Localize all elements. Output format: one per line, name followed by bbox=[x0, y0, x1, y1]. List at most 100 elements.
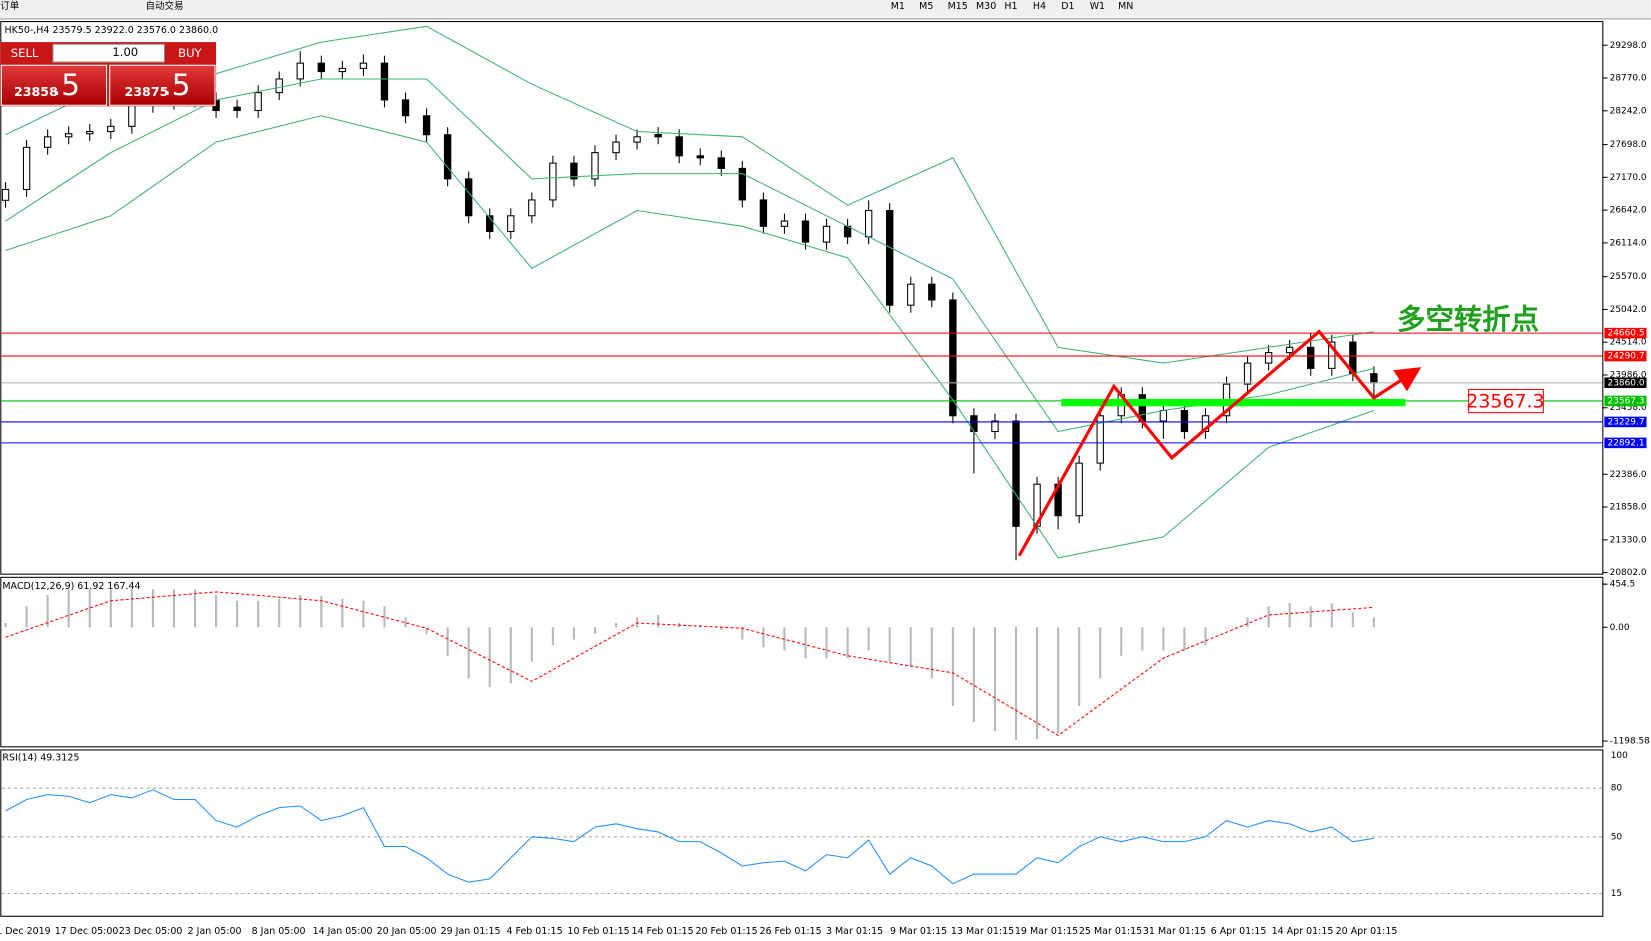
candle-body bbox=[612, 141, 620, 154]
candle-body bbox=[549, 162, 557, 201]
candle-body bbox=[1201, 415, 1210, 433]
lot-input[interactable] bbox=[52, 43, 166, 63]
y-tick-label: 100 bbox=[1611, 751, 1628, 761]
price-level-tag bbox=[1604, 416, 1647, 428]
candle-body bbox=[864, 209, 873, 238]
macd-bar bbox=[1351, 612, 1354, 628]
x-tick-label: 13 Mar 01:15 bbox=[951, 926, 1014, 937]
bollinger-upper bbox=[5, 25, 1374, 364]
x-tick-label: 3 Mar 01:15 bbox=[826, 926, 883, 937]
macd-bar bbox=[46, 595, 49, 628]
price-level-label: 24660.5 bbox=[1608, 329, 1645, 339]
candle-body bbox=[1328, 341, 1336, 369]
candle-body bbox=[1096, 415, 1104, 464]
macd-bar bbox=[867, 627, 870, 651]
x-tick-label: 20 Apr 01:15 bbox=[1336, 926, 1398, 937]
x-tick-label: 8 Jan 05:00 bbox=[252, 926, 306, 937]
macd-bar bbox=[299, 595, 302, 628]
timeframe[interactable]: M1 bbox=[891, 1, 905, 12]
bid-fraction[interactable]: .5 bbox=[52, 68, 80, 102]
buy-button[interactable]: BUY bbox=[178, 46, 202, 60]
macd-bar bbox=[930, 627, 933, 679]
annotation: 多空转折点 bbox=[1397, 303, 1539, 336]
macd-bar bbox=[1246, 617, 1249, 628]
macd-bar bbox=[25, 606, 28, 628]
bid-price[interactable]: 23858 bbox=[14, 84, 58, 99]
macd-bar bbox=[109, 589, 112, 628]
candle-body bbox=[1264, 352, 1273, 364]
sell-button[interactable]: SELL bbox=[11, 46, 39, 60]
chart-header: HK50-,H4 23579.5 23922.0 23576.0 23860.0 bbox=[4, 25, 218, 36]
timeframe[interactable]: MN bbox=[1118, 1, 1133, 12]
timeframe[interactable]: M5 bbox=[919, 1, 933, 12]
y-tick-label: 27698.0 bbox=[1610, 140, 1647, 150]
macd-bar bbox=[362, 600, 365, 628]
candle-body bbox=[570, 162, 578, 180]
bid-box[interactable] bbox=[0, 64, 108, 106]
macd-panel bbox=[0, 576, 1604, 748]
x-tick-label: 6 Apr 01:15 bbox=[1211, 926, 1267, 937]
price-level-tag bbox=[1604, 327, 1647, 339]
candle-body bbox=[907, 283, 915, 306]
macd-bar bbox=[1057, 627, 1060, 734]
x-tick-label: 26 Feb 01:15 bbox=[759, 926, 821, 937]
timeframe[interactable]: H1 bbox=[1004, 1, 1017, 12]
macd-bar bbox=[1330, 603, 1333, 628]
macd-bar bbox=[888, 627, 891, 662]
macd-bar bbox=[762, 627, 765, 648]
candle-body bbox=[443, 134, 452, 180]
ask-fraction[interactable]: .5 bbox=[162, 68, 190, 102]
macd-bar bbox=[425, 627, 428, 634]
macd-bar bbox=[909, 627, 912, 668]
macd-bar bbox=[572, 627, 575, 640]
timeframe[interactable]: M15 bbox=[948, 1, 968, 12]
y-tick-label: 22386.0 bbox=[1610, 470, 1647, 480]
candle-body bbox=[949, 299, 957, 417]
macd-bar bbox=[257, 600, 260, 628]
trend-arrows bbox=[1017, 329, 1422, 557]
lot-value[interactable]: 1.00 bbox=[112, 45, 138, 59]
timeframe[interactable]: M30 bbox=[976, 1, 996, 12]
toolbar bbox=[0, 0, 1651, 19]
rsi-header: RSI(14) 49.3125 bbox=[2, 752, 79, 763]
ask-price[interactable]: 23875 bbox=[124, 84, 168, 99]
toolbar-item[interactable]: 自动交易 bbox=[146, 0, 184, 12]
y-tick-label: 80 bbox=[1611, 784, 1623, 794]
price-level-tag bbox=[1604, 437, 1647, 449]
candle-body bbox=[696, 155, 704, 159]
price-label: 23567.3 bbox=[1466, 391, 1544, 413]
candle-body bbox=[738, 167, 747, 201]
macd-bar bbox=[825, 627, 828, 659]
macd-bar bbox=[657, 614, 660, 628]
y-tick-label: 21858.0 bbox=[1610, 503, 1647, 513]
macd-bar bbox=[741, 627, 744, 640]
y-tick-label: 23986.0 bbox=[1610, 370, 1647, 380]
timeframe[interactable]: H4 bbox=[1033, 1, 1046, 12]
candle-body bbox=[317, 62, 326, 73]
macd-bar bbox=[1267, 606, 1270, 628]
macd-bar bbox=[846, 627, 849, 659]
candle-body bbox=[1, 188, 10, 201]
y-tick-label: 20802.0 bbox=[1610, 568, 1647, 578]
candle-body bbox=[759, 199, 768, 227]
macd-bar bbox=[1288, 603, 1291, 628]
macd-bar bbox=[1120, 627, 1123, 656]
macd-bar bbox=[1141, 627, 1144, 651]
timeframe[interactable]: W1 bbox=[1090, 1, 1105, 12]
macd-bar bbox=[951, 627, 954, 707]
price-level-tag bbox=[1604, 350, 1647, 362]
timeframe[interactable]: D1 bbox=[1061, 1, 1074, 12]
y-tick-label: 454.5 bbox=[1610, 580, 1636, 590]
x-tick-label: 1 Dec 2019 bbox=[0, 926, 51, 937]
y-tick-label: 26114.0 bbox=[1610, 238, 1647, 248]
toolbar-item[interactable]: 订单 bbox=[0, 0, 19, 12]
candle-body bbox=[275, 78, 283, 94]
candle-body bbox=[486, 215, 494, 233]
y-tick-label: 50 bbox=[1611, 832, 1623, 842]
macd-bar bbox=[804, 627, 807, 659]
macd-bar bbox=[320, 595, 323, 628]
price-level-label: 23567.3 bbox=[1608, 396, 1645, 406]
x-tick-label: 17 Dec 05:00 bbox=[55, 926, 119, 937]
ask-box[interactable] bbox=[109, 64, 216, 106]
